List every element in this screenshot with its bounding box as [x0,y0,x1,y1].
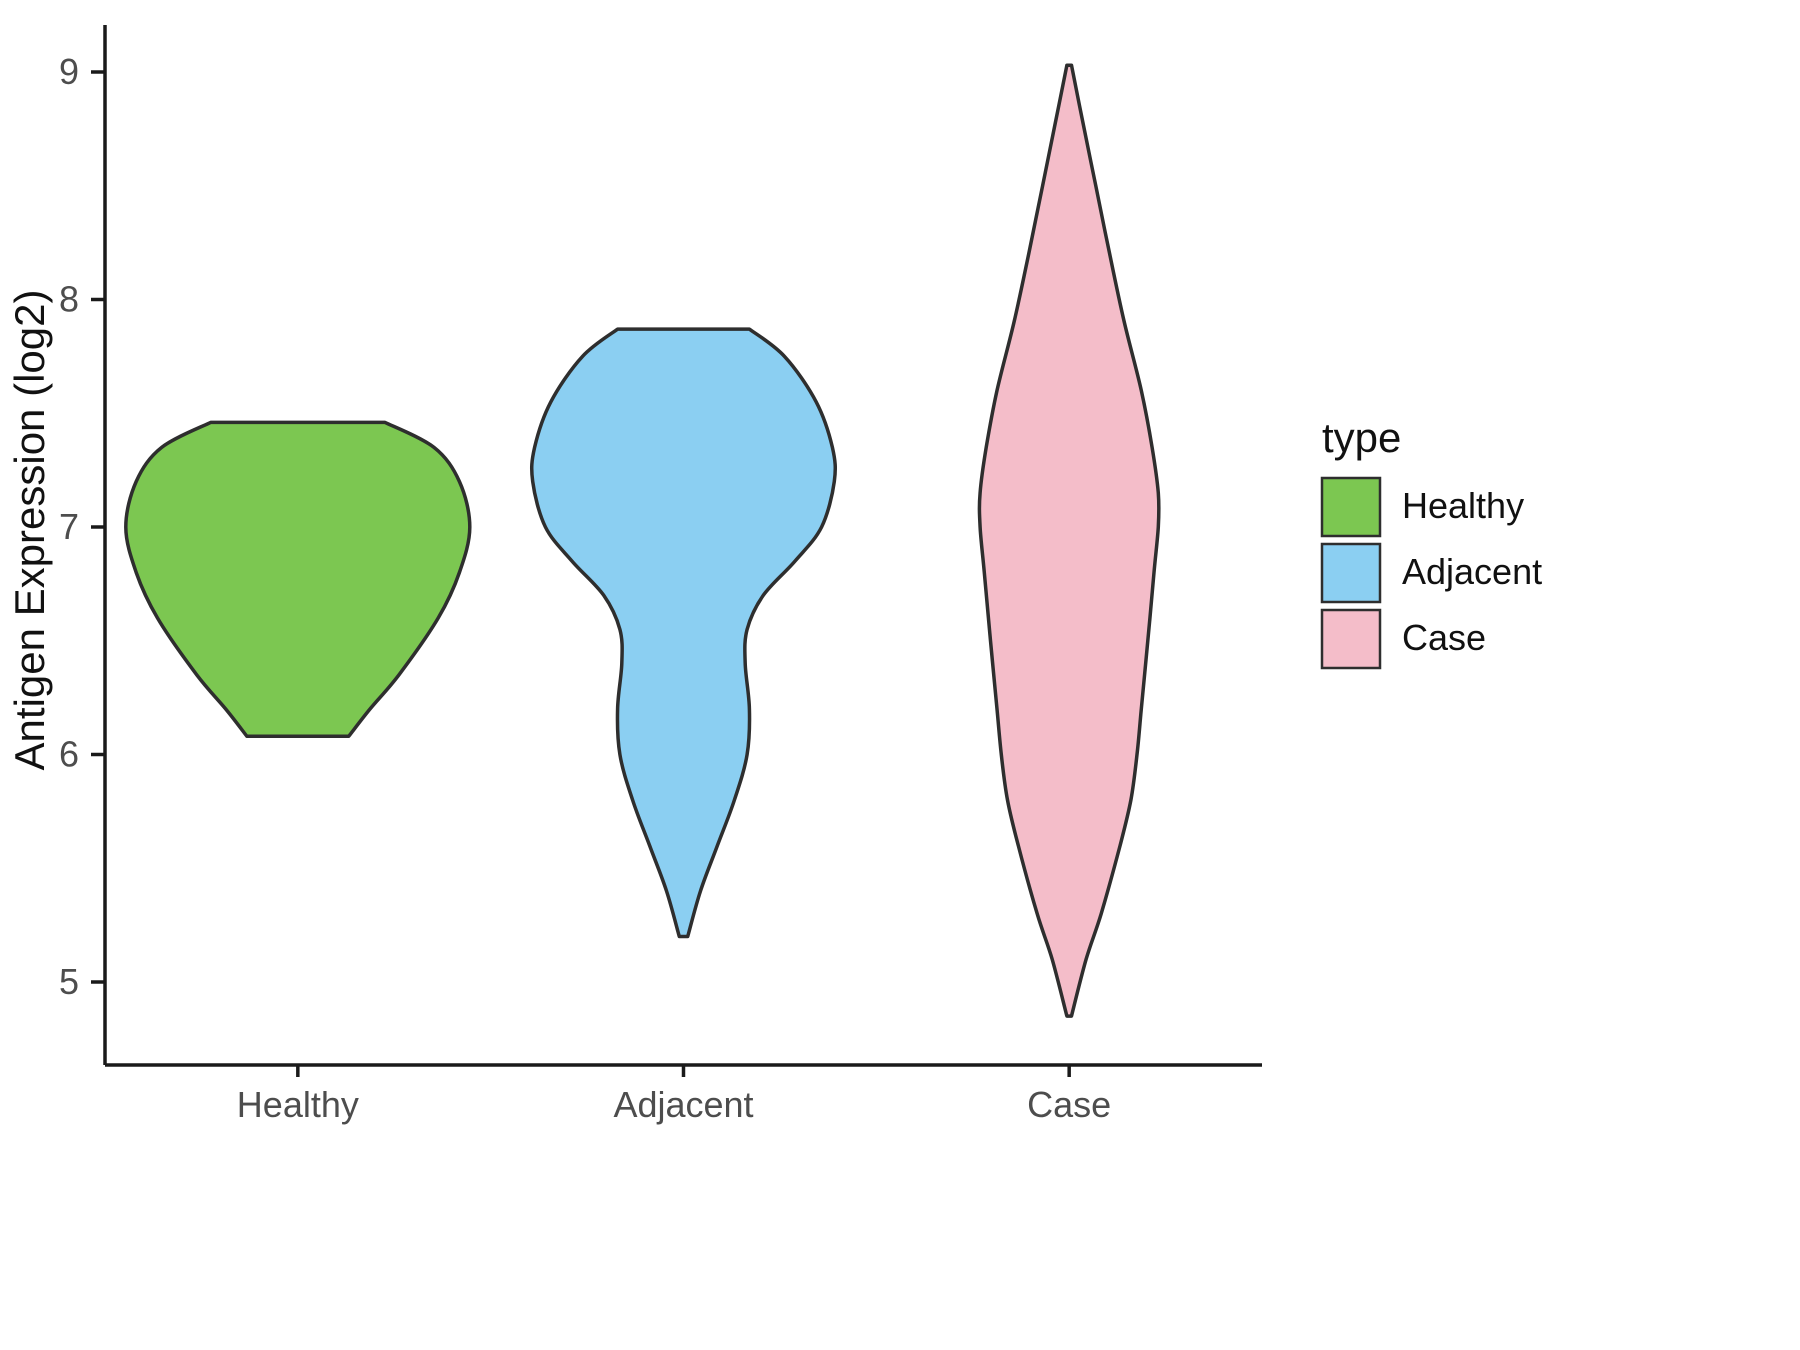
legend-title: type [1322,414,1401,461]
legend-label-case: Case [1402,617,1486,658]
violin-adjacent [529,327,838,939]
violin-case [977,63,1161,1018]
x-tick-label: Adjacent [613,1084,753,1125]
legend-label-healthy: Healthy [1402,485,1524,526]
legend-swatch-case [1320,608,1382,670]
y-tick-label: 8 [59,279,79,320]
x-tick-label: Case [1027,1084,1111,1125]
y-tick-label: 9 [59,51,79,92]
legend-swatch-healthy [1320,476,1382,538]
violin-healthy [124,420,472,739]
y-tick-label: 5 [59,961,79,1002]
legend-label-adjacent: Adjacent [1402,551,1542,592]
y-axis-title: Antigen Expression (log2) [6,290,53,771]
y-tick-label: 7 [59,506,79,547]
y-tick-label: 6 [59,734,79,775]
x-tick-label: Healthy [237,1084,359,1125]
legend-swatch-adjacent [1320,542,1382,604]
